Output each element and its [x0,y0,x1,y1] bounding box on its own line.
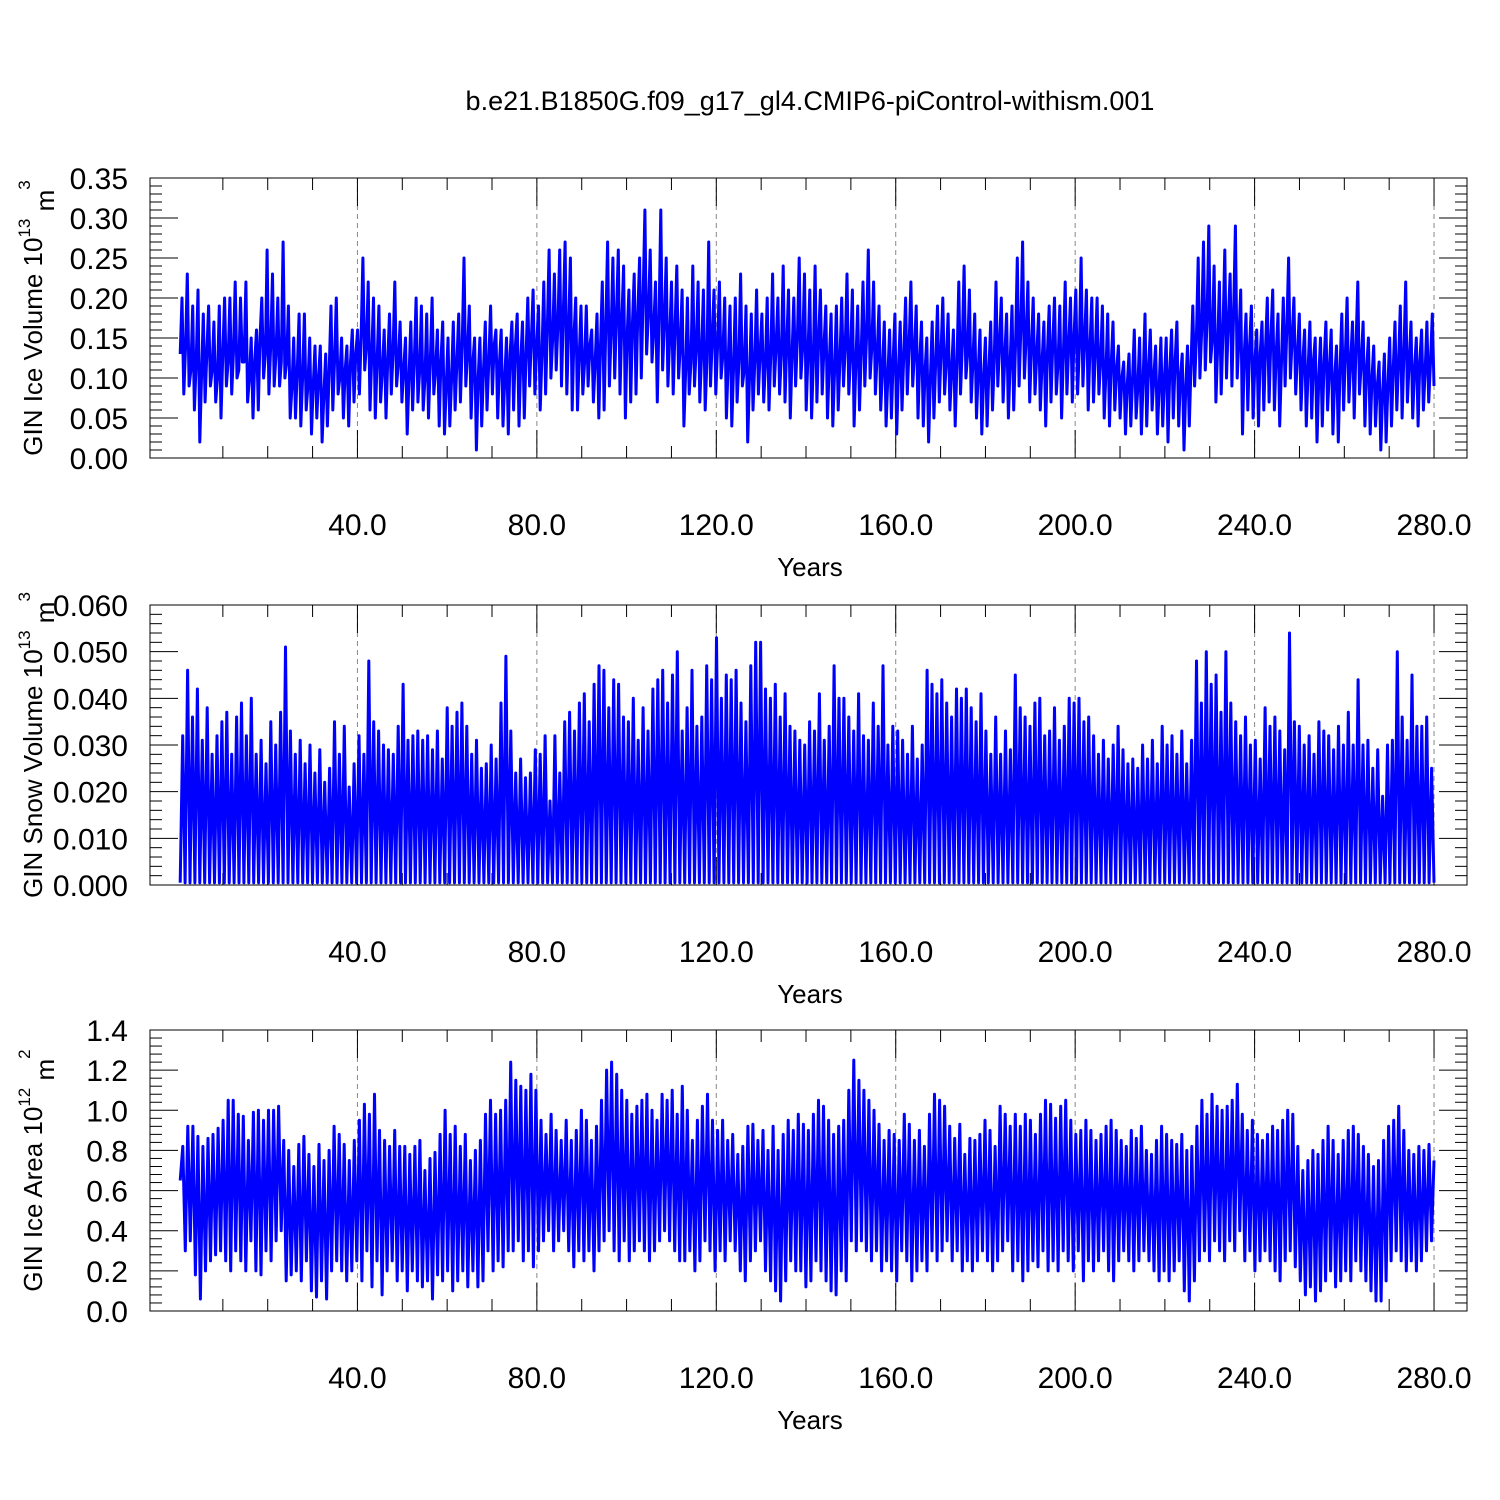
y-axis-label-part: 3 [15,592,34,601]
y-tick-label: 0.00 [70,443,128,476]
y-tick-label: 0.010 [53,823,128,856]
x-tick-label: 40.0 [328,509,386,542]
y-tick-label: 0.060 [53,590,128,623]
plot-frame [149,1029,1468,1312]
chart-panel-1: 0.00 0.05 0.10 0.15 0.20 0.25 0.30 0.35 40.0 80.0… [15,163,1472,582]
y-axis-label-part: 12 [15,1088,34,1107]
y-axis-label: GIN Ice Volume 1013 m3 [15,180,60,456]
x-tick-label: 240.0 [1217,936,1292,969]
y-tick-label: 0.20 [70,283,128,316]
x-tick-label: 280.0 [1396,1362,1471,1395]
y-tick-label: 0.35 [70,163,128,196]
series-line-1 [178,631,1436,885]
y-axis-label-part: GIN Ice Area 10 [18,1107,48,1292]
y-axis-label-part: 2 [15,1049,34,1058]
x-tick-label: 240.0 [1217,1362,1292,1395]
y-tick-label: 0.030 [53,730,128,763]
y-tick-label: 0.050 [53,637,128,670]
y-tick-label: 0.020 [53,777,128,810]
y-axis-label-part: m [30,190,60,219]
y-tick-label: 0.6 [86,1176,128,1209]
series-line-1 [178,1058,1436,1303]
x-tick-label: 280.0 [1396,509,1471,542]
x-tick-label: 120.0 [679,936,754,969]
x-tick-label: 240.0 [1217,509,1292,542]
y-tick-label: 0.30 [70,203,128,236]
y-tick-label: 1.2 [86,1055,128,1088]
y-axis-label-part: 13 [15,630,34,649]
series-line-1 [178,208,1436,452]
x-tick-label: 40.0 [328,1362,386,1395]
chart-title: b.e21.B1850G.f09_g17_gl4.CMIP6-piControl… [465,86,1155,116]
x-tick-label: 80.0 [508,936,566,969]
y-axis-label-part: GIN Ice Volume 10 [18,238,48,456]
x-axis-label: Years [777,552,843,582]
plot-frame [149,177,1468,459]
y-tick-label: 1.4 [86,1015,128,1048]
y-tick-label: 0.4 [86,1216,128,1249]
y-tick-label: 0.05 [70,403,128,436]
y-tick-label: 1.0 [86,1095,128,1128]
x-tick-label: 160.0 [858,1362,933,1395]
x-tick-label: 120.0 [679,1362,754,1395]
y-tick-label: 0.0 [86,1296,128,1329]
x-tick-label: 80.0 [508,509,566,542]
x-tick-label: 40.0 [328,936,386,969]
y-axis-label-part: m [30,602,60,631]
y-tick-label: 0.2 [86,1256,128,1289]
x-axis-label: Years [777,1405,843,1435]
x-axis-label: Years [777,979,843,1009]
x-tick-label: 200.0 [1038,936,1113,969]
x-tick-label: 80.0 [508,1362,566,1395]
y-axis-label-part: 13 [15,219,34,238]
y-axis-label-part: m [30,1059,60,1088]
x-tick-label: 160.0 [858,936,933,969]
y-axis-label: GIN Ice Area 1012 m2 [15,1049,60,1291]
chart-panel-2: 0.000 0.010 0.020 0.030 0.040 0.050 0.060 40.0 8… [15,590,1472,1009]
y-tick-label: 0.15 [70,323,128,356]
y-tick-label: 0.8 [86,1135,128,1168]
y-tick-label: 0.040 [53,683,128,716]
y-axis-label-part: 3 [15,180,34,189]
y-tick-label: 0.10 [70,363,128,396]
x-tick-label: 160.0 [858,509,933,542]
chart-panel-3: 0.0 0.2 0.4 0.6 0.8 1.0 1.2 1.4 40.0 80.0 120.0 160… [15,1015,1472,1435]
y-tick-label: 0.000 [53,870,128,903]
x-tick-label: 280.0 [1396,936,1471,969]
y-tick-label: 0.25 [70,243,128,276]
x-tick-label: 120.0 [679,509,754,542]
y-axis-label: GIN Snow Volume 1013 m3 [15,592,60,898]
x-tick-label: 200.0 [1038,509,1113,542]
x-tick-label: 200.0 [1038,1362,1113,1395]
y-axis-label-part: GIN Snow Volume 10 [18,649,48,898]
